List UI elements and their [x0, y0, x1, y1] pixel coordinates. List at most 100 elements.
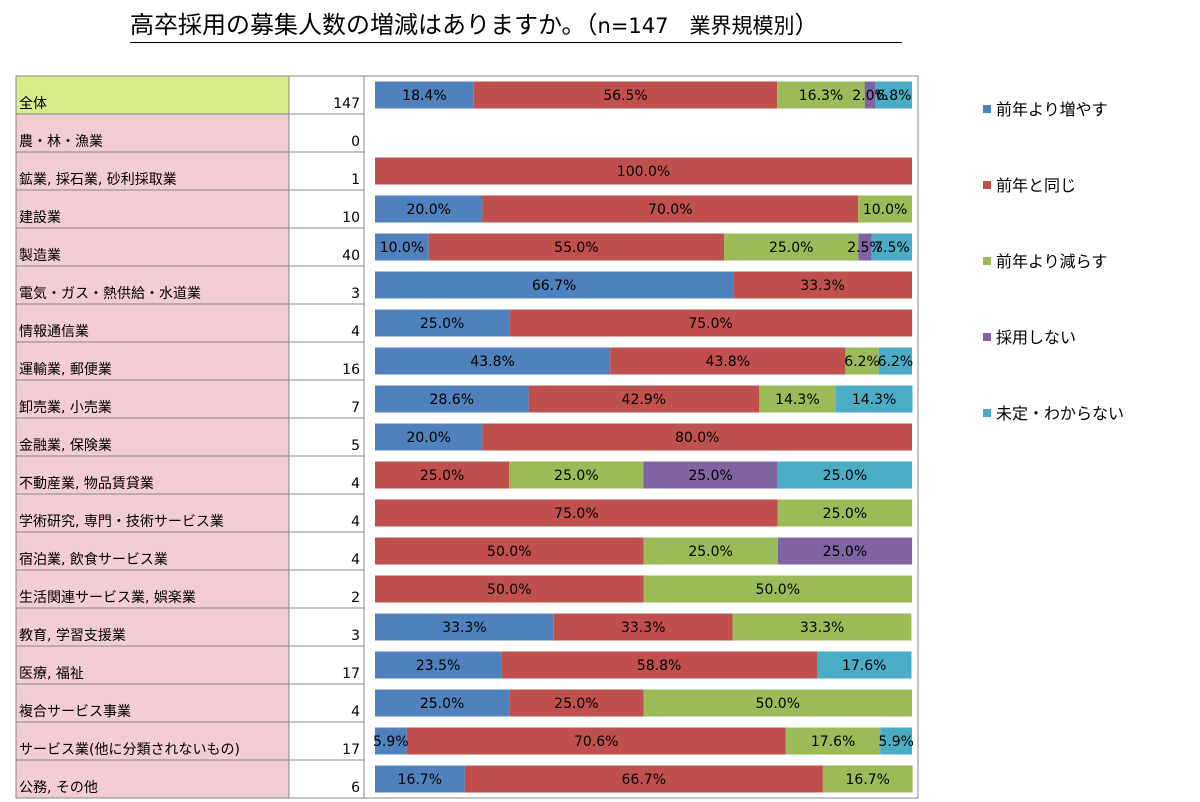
data-label: 66.7% [532, 278, 576, 294]
data-label: 6.2% [844, 354, 880, 370]
row-count: 4 [351, 704, 360, 720]
data-label: 16.3% [799, 88, 843, 104]
row-label-cell [15, 379, 290, 419]
data-label: 33.3% [621, 620, 665, 636]
row-count-cell [288, 75, 365, 115]
bar-segment [822, 765, 913, 793]
row-count-cell [288, 569, 365, 609]
row-label: 金融業, 保険業 [19, 438, 112, 454]
data-label: 5.9% [373, 734, 409, 750]
bar-segment [643, 689, 912, 717]
row-count: 3 [351, 628, 360, 644]
data-label: 75.0% [554, 506, 598, 522]
bar-segment [464, 765, 823, 793]
bar-segment [643, 537, 778, 565]
bar-segment [428, 233, 725, 261]
bar-segment [482, 195, 859, 223]
row-label: 公務, その他 [19, 780, 98, 796]
bar-segment [375, 423, 483, 451]
data-label: 66.7% [622, 772, 666, 788]
row-label: 電気・ガス・熱供給・水道業 [19, 286, 201, 302]
data-label: 10.0% [380, 240, 424, 256]
data-label: 43.8% [470, 354, 514, 370]
row-label-cell [15, 113, 290, 153]
bar-segment [610, 347, 846, 375]
legend-entry: 前年より減らす [996, 252, 1107, 271]
row-count-cell [288, 417, 365, 457]
legend-entry: 前年より増やす [996, 100, 1108, 119]
row-label-cell [15, 645, 290, 685]
bar-segment [375, 651, 502, 679]
row-count: 4 [351, 552, 360, 568]
data-label: 6.2% [878, 354, 914, 370]
legend-swatch [983, 105, 991, 113]
row-count: 3 [351, 286, 360, 302]
row-label: 全体 [19, 95, 47, 112]
row-count: 40 [342, 248, 360, 264]
data-label: 2.5% [847, 240, 883, 256]
data-label: 25.0% [554, 468, 598, 484]
row-count: 10 [342, 210, 360, 226]
data-label: 80.0% [675, 430, 719, 446]
data-label: 17.6% [811, 734, 855, 750]
row-count: 4 [351, 476, 360, 492]
data-label: 58.8% [637, 658, 681, 674]
row-label: 教育, 学習支援業 [19, 628, 126, 644]
bar-segment [375, 309, 510, 337]
bar-segment [375, 385, 529, 413]
data-label: 25.0% [420, 316, 464, 332]
row-label: 医療, 福祉 [19, 665, 84, 682]
row-count-cell [288, 189, 365, 229]
data-label: 25.0% [420, 696, 464, 712]
row-label-cell [15, 569, 290, 609]
row-count-cell [288, 151, 365, 191]
bar-segment [375, 765, 465, 793]
data-label: 50.0% [756, 696, 800, 712]
data-label: 23.5% [416, 658, 460, 674]
data-label: 25.0% [420, 468, 464, 484]
row-count: 147 [333, 96, 360, 112]
bar-segment [482, 423, 912, 451]
row-label: 不動産業, 物品賃貸業 [19, 476, 154, 492]
row-label-cell [15, 265, 290, 305]
row-count-cell [288, 303, 365, 343]
bar-segment [724, 233, 859, 261]
data-label: 16.7% [398, 772, 442, 788]
row-count: 7 [351, 400, 360, 416]
row-count: 6 [351, 780, 360, 796]
row-count-cell [288, 607, 365, 647]
bar-segment [777, 461, 913, 489]
row-count-cell [288, 759, 365, 799]
legend-entry: 未定・わからない [996, 404, 1124, 423]
bar-segment [880, 727, 912, 755]
bar-segment [473, 81, 778, 109]
data-label: 10.0% [863, 202, 907, 218]
row-label: 卸売業, 小売業 [19, 400, 112, 416]
bar-segment [375, 271, 734, 299]
data-label: 17.6% [842, 658, 886, 674]
bar-segment [643, 461, 778, 489]
bar-segment [733, 271, 912, 299]
bar-segment [375, 157, 912, 185]
bar-segment [875, 81, 912, 109]
row-count: 4 [351, 324, 360, 340]
bar-segment [375, 499, 778, 527]
row-count: 1 [351, 172, 360, 188]
row-label-cell [15, 417, 290, 457]
bar-segment [375, 727, 407, 755]
row-label: 運輸業, 郵便業 [19, 362, 112, 378]
bar-segment [878, 347, 912, 375]
data-label: 25.0% [554, 696, 598, 712]
row-count-cell [288, 493, 365, 533]
row-label-cell [15, 683, 290, 723]
bar-segment [835, 385, 913, 413]
legend-swatch [983, 409, 991, 417]
bar-segment [406, 727, 786, 755]
data-label: 50.0% [487, 582, 531, 598]
row-label: 農・林・漁業 [19, 134, 103, 150]
bar-segment [375, 233, 429, 261]
legend-swatch [983, 181, 991, 189]
data-label: 43.8% [706, 354, 750, 370]
row-count: 17 [342, 666, 360, 682]
row-label: 学術研究, 専門・技術サービス業 [19, 514, 224, 530]
